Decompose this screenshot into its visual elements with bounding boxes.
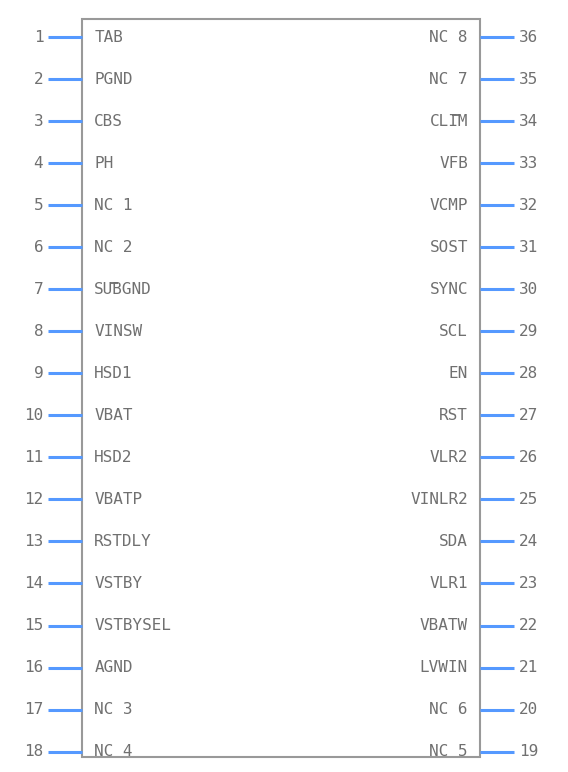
Text: 29: 29: [519, 324, 538, 339]
Text: RST: RST: [439, 408, 468, 423]
Text: 5: 5: [34, 198, 43, 213]
Text: 24: 24: [519, 534, 538, 549]
Text: 25: 25: [519, 492, 538, 507]
Text: SUBGND: SUBGND: [94, 282, 152, 297]
Text: RSTDLY: RSTDLY: [94, 534, 152, 549]
Text: VCMP: VCMP: [429, 198, 468, 213]
Text: 16: 16: [24, 660, 43, 675]
Text: 34: 34: [519, 113, 538, 129]
Text: 15: 15: [24, 618, 43, 633]
Text: VSTBY: VSTBY: [94, 576, 143, 591]
Text: 7: 7: [34, 282, 43, 297]
Text: NC 5: NC 5: [429, 744, 468, 759]
Text: VFB: VFB: [439, 156, 468, 171]
Text: 12: 12: [24, 492, 43, 507]
Text: NC 2: NC 2: [94, 240, 133, 255]
Text: NC 6: NC 6: [429, 702, 468, 717]
Text: VBATP: VBATP: [94, 492, 143, 507]
Text: TAB: TAB: [94, 30, 123, 45]
Text: 21: 21: [519, 660, 538, 675]
Text: AGND: AGND: [94, 660, 133, 675]
Text: 32: 32: [519, 198, 538, 213]
Text: 23: 23: [519, 576, 538, 591]
Text: LVWIN: LVWIN: [420, 660, 468, 675]
Text: HSD2: HSD2: [94, 450, 133, 465]
Text: EN: EN: [449, 366, 468, 381]
Text: NC 1: NC 1: [94, 198, 133, 213]
Text: CBS: CBS: [94, 113, 123, 129]
Text: 35: 35: [519, 72, 538, 86]
Text: NC 3: NC 3: [94, 702, 133, 717]
Text: 22: 22: [519, 618, 538, 633]
Text: 14: 14: [24, 576, 43, 591]
Text: NC 8: NC 8: [429, 30, 468, 45]
Text: 6: 6: [34, 240, 43, 255]
Text: SDA: SDA: [439, 534, 468, 549]
Text: 17: 17: [24, 702, 43, 717]
Text: CLIM: CLIM: [429, 113, 468, 129]
Text: 19: 19: [519, 744, 538, 759]
Text: 13: 13: [24, 534, 43, 549]
Text: 31: 31: [519, 240, 538, 255]
Text: VLR1: VLR1: [429, 576, 468, 591]
Text: 10: 10: [24, 408, 43, 423]
Text: 18: 18: [24, 744, 43, 759]
Text: 36: 36: [519, 30, 538, 45]
Text: SCL: SCL: [439, 324, 468, 339]
Text: 1: 1: [34, 30, 43, 45]
Text: VINLR2: VINLR2: [410, 492, 468, 507]
Text: PH: PH: [94, 156, 114, 171]
Text: 11: 11: [24, 450, 43, 465]
Text: VBAT: VBAT: [94, 408, 133, 423]
Text: 2: 2: [34, 72, 43, 86]
Text: SYNC: SYNC: [429, 282, 468, 297]
Text: VLR2: VLR2: [429, 450, 468, 465]
Text: 30: 30: [519, 282, 538, 297]
Text: 9: 9: [34, 366, 43, 381]
Text: PGND: PGND: [94, 72, 133, 86]
Text: 28: 28: [519, 366, 538, 381]
Text: VBATW: VBATW: [420, 618, 468, 633]
Bar: [82, 19, 480, 757]
Text: 33: 33: [519, 156, 538, 171]
Text: NC 4: NC 4: [94, 744, 133, 759]
Text: VINSW: VINSW: [94, 324, 143, 339]
Text: NC 7: NC 7: [429, 72, 468, 86]
Text: VSTBYSEL: VSTBYSEL: [94, 618, 172, 633]
Text: 8: 8: [34, 324, 43, 339]
Text: 3: 3: [34, 113, 43, 129]
Text: 4: 4: [34, 156, 43, 171]
Text: 26: 26: [519, 450, 538, 465]
Text: HSD1: HSD1: [94, 366, 133, 381]
Text: SOST: SOST: [429, 240, 468, 255]
Text: 20: 20: [519, 702, 538, 717]
Text: 27: 27: [519, 408, 538, 423]
